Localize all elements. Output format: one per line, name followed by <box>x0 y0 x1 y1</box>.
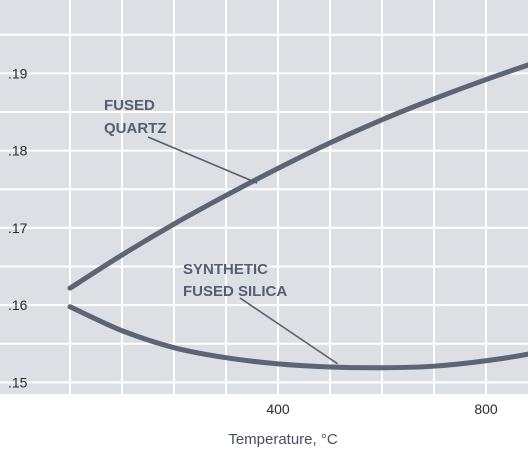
annotation-line: SYNTHETIC <box>183 261 268 278</box>
x-tick-label: 800 <box>474 401 498 417</box>
y-tick-label: .15 <box>8 374 28 390</box>
y-tick-label: .16 <box>8 297 28 313</box>
x-tick-labels: 4008001200 <box>266 401 498 417</box>
series-line-0 <box>67 62 528 291</box>
annotations: FUSED QUARTZ SYNTHETIC FUSED SILICA <box>104 97 339 365</box>
grid <box>0 0 528 394</box>
series-lines <box>67 62 528 371</box>
annotation-line: QUARTZ <box>104 120 167 137</box>
annotation-line: FUSED SILICA <box>183 283 287 300</box>
x-tick-label: 400 <box>266 401 290 417</box>
annotation-synthetic-fused-silica: SYNTHETIC FUSED SILICA <box>183 261 287 300</box>
series-line-1 <box>67 304 528 371</box>
annotation-leader-fused-quartz <box>147 136 258 184</box>
annotation-fused-quartz: FUSED QUARTZ <box>104 97 167 137</box>
plot-background <box>0 0 528 394</box>
y-tick-label: .17 <box>8 220 28 236</box>
annotation-line: FUSED <box>104 97 155 114</box>
annotation-leader-synthetic-fused-silica <box>239 297 339 365</box>
x-axis-label: Temperature, °C <box>228 431 338 448</box>
y-tick-labels: .15 .16 .17 .18 .19 <box>8 65 28 390</box>
y-tick-label: .19 <box>8 65 28 81</box>
y-tick-label: .18 <box>8 143 28 159</box>
